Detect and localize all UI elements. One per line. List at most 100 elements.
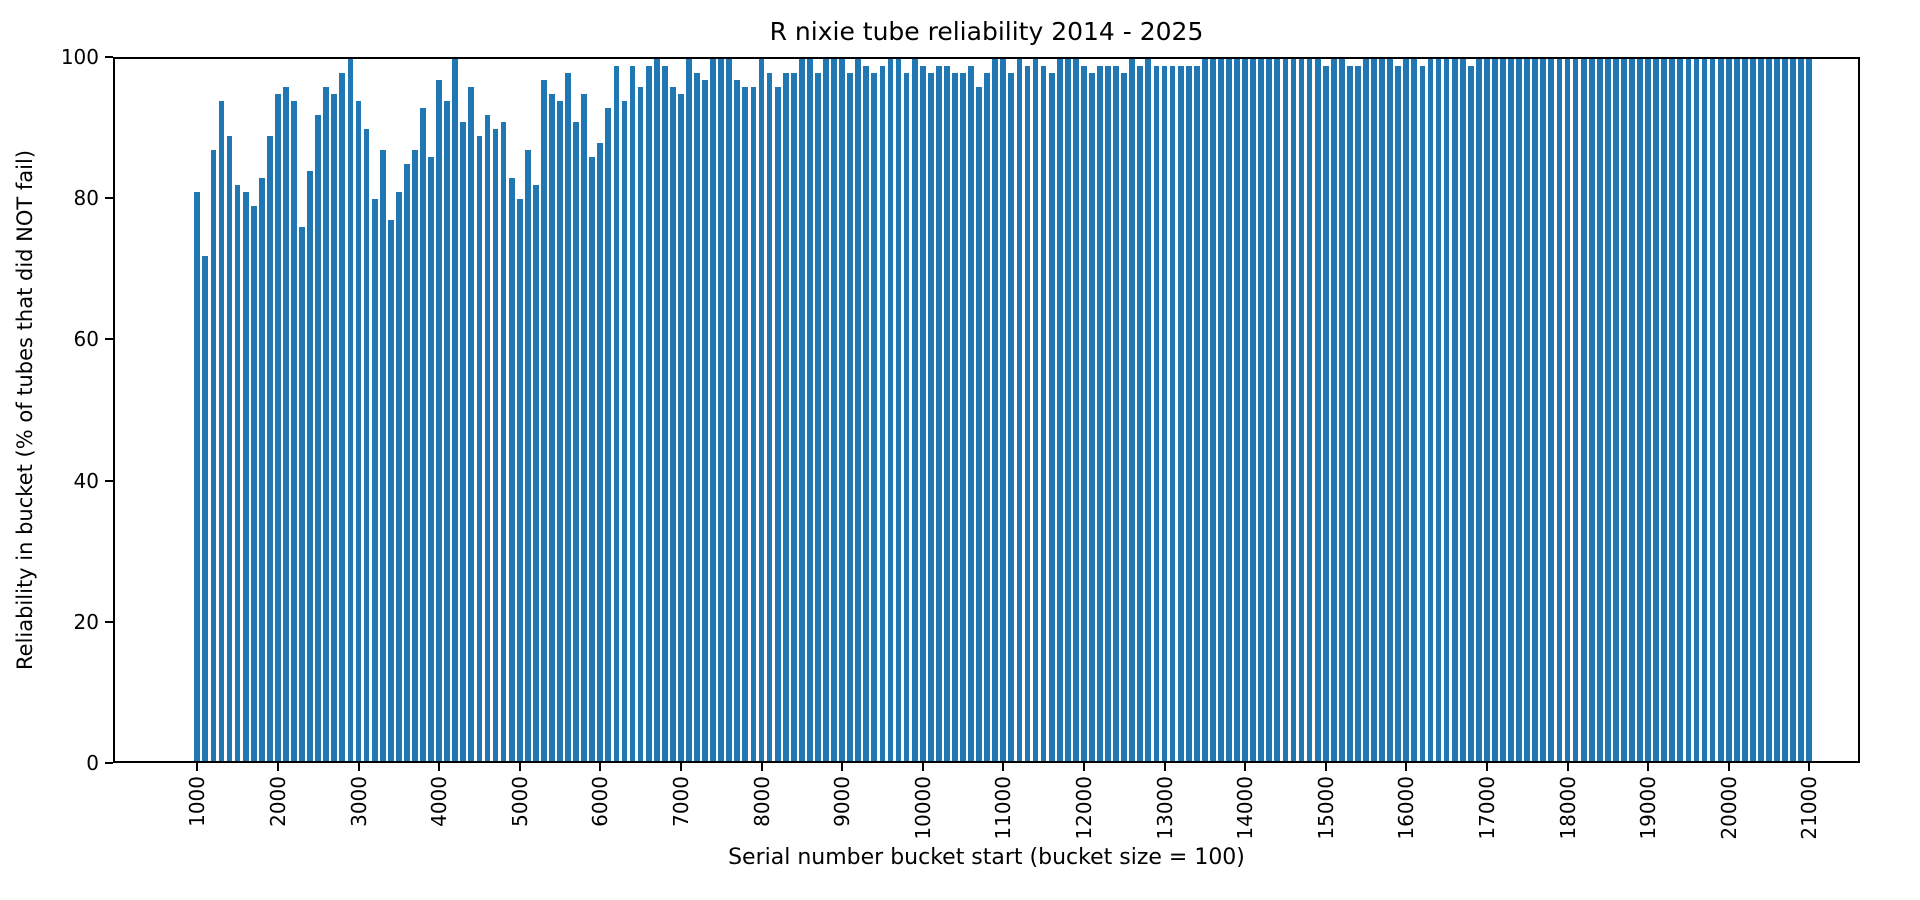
bar bbox=[403, 164, 410, 761]
x-tick-label: 19000 bbox=[1636, 776, 1661, 840]
bar bbox=[565, 73, 571, 761]
bar bbox=[1226, 59, 1232, 761]
x-tick-mark bbox=[276, 763, 279, 771]
bar bbox=[589, 157, 596, 761]
bar bbox=[549, 94, 555, 761]
bar bbox=[774, 87, 781, 761]
bar bbox=[1000, 59, 1007, 761]
bar bbox=[1129, 59, 1136, 761]
bar bbox=[1580, 59, 1587, 761]
bar bbox=[1081, 66, 1087, 761]
bar bbox=[871, 73, 878, 761]
bar bbox=[1484, 59, 1490, 761]
bar bbox=[1621, 59, 1627, 761]
bar bbox=[1008, 73, 1015, 761]
bar bbox=[710, 59, 717, 761]
bar bbox=[613, 66, 620, 761]
x-tick-label: 12000 bbox=[1071, 776, 1096, 840]
bar bbox=[500, 122, 507, 761]
bar bbox=[323, 87, 330, 761]
bar bbox=[750, 87, 757, 761]
bar bbox=[1637, 59, 1643, 761]
bar bbox=[1540, 59, 1547, 761]
bar bbox=[1411, 59, 1418, 761]
x-tick-label: 4000 bbox=[427, 776, 452, 827]
bar bbox=[952, 73, 958, 761]
x-tick-mark bbox=[1002, 763, 1005, 771]
y-tick-label: 20 bbox=[73, 609, 99, 634]
bar bbox=[307, 171, 314, 761]
bar bbox=[806, 59, 813, 761]
x-tick-mark bbox=[196, 763, 199, 771]
bar bbox=[557, 101, 563, 761]
bar bbox=[218, 101, 225, 761]
bar bbox=[976, 87, 983, 761]
bar bbox=[718, 59, 725, 761]
bar bbox=[363, 129, 370, 761]
bar bbox=[686, 59, 692, 761]
bar bbox=[1685, 59, 1692, 761]
bar bbox=[1693, 59, 1700, 761]
bar bbox=[1266, 59, 1273, 761]
bar bbox=[1758, 59, 1764, 761]
bar bbox=[484, 115, 491, 761]
bar bbox=[1032, 59, 1039, 761]
bar bbox=[847, 73, 854, 761]
x-tick-label: 18000 bbox=[1555, 776, 1580, 840]
bar bbox=[1072, 59, 1079, 761]
bar bbox=[412, 150, 418, 761]
x-tick-mark bbox=[518, 763, 521, 771]
bar bbox=[669, 87, 676, 761]
bar bbox=[420, 108, 426, 761]
y-tick-label: 0 bbox=[86, 751, 99, 775]
bar bbox=[879, 66, 886, 761]
bar bbox=[1097, 66, 1103, 761]
bar bbox=[1451, 59, 1458, 761]
x-tick-label: 5000 bbox=[507, 776, 532, 827]
bar bbox=[1596, 59, 1603, 761]
bar bbox=[1588, 59, 1595, 761]
bar bbox=[935, 66, 942, 761]
bar bbox=[1145, 59, 1152, 761]
bar bbox=[1403, 59, 1410, 761]
bar bbox=[1169, 66, 1176, 761]
bar bbox=[1782, 59, 1789, 761]
x-tick-mark bbox=[841, 763, 844, 771]
bar bbox=[1346, 66, 1353, 761]
x-tick-label: 3000 bbox=[346, 776, 371, 827]
bar bbox=[347, 59, 354, 761]
x-tick-label: 1000 bbox=[185, 776, 210, 827]
bar bbox=[766, 73, 773, 761]
x-tick-mark bbox=[1485, 763, 1488, 771]
bar bbox=[1806, 59, 1813, 761]
bar bbox=[645, 66, 652, 761]
bar bbox=[702, 80, 708, 761]
bar bbox=[678, 94, 684, 761]
bar bbox=[1790, 59, 1797, 761]
bar bbox=[1427, 59, 1434, 761]
bar bbox=[1048, 73, 1055, 761]
bar bbox=[1709, 59, 1716, 761]
y-tick-label: 100 bbox=[60, 45, 99, 69]
bar bbox=[903, 73, 910, 761]
bar bbox=[1121, 73, 1128, 761]
bar bbox=[1258, 59, 1265, 761]
bar bbox=[1201, 59, 1208, 761]
bar bbox=[1629, 59, 1635, 761]
bar bbox=[371, 199, 378, 761]
bar bbox=[823, 59, 829, 761]
chart-title: R nixie tube reliability 2014 - 2025 bbox=[769, 17, 1204, 46]
bar bbox=[1395, 66, 1402, 761]
bar bbox=[1435, 59, 1442, 761]
bar bbox=[815, 73, 821, 761]
x-tick-mark bbox=[760, 763, 763, 771]
bar bbox=[508, 178, 515, 761]
bar bbox=[839, 59, 845, 761]
bar bbox=[863, 66, 870, 761]
y-tick-mark bbox=[105, 479, 113, 482]
bar bbox=[1064, 59, 1071, 761]
y-tick-mark bbox=[105, 338, 113, 341]
bar bbox=[1161, 66, 1168, 761]
bar bbox=[1274, 59, 1281, 761]
